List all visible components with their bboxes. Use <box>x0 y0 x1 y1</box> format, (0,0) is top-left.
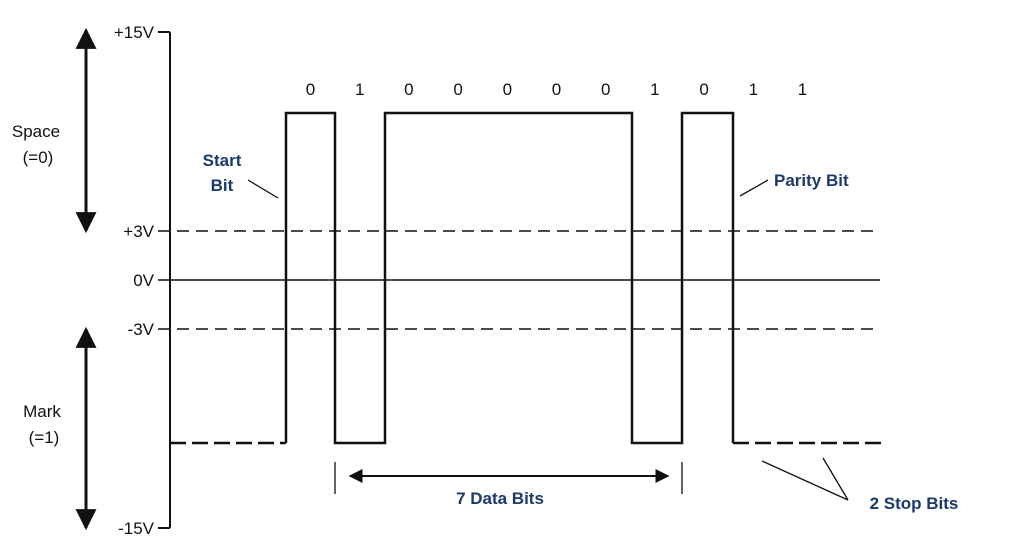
label-plus15: +15V <box>114 23 155 42</box>
start-bit-label: Start <box>203 151 242 170</box>
space-value-label: (=0) <box>23 148 54 167</box>
stop-bit-pointer-2 <box>822 457 849 501</box>
bit-label: 0 <box>601 80 610 99</box>
data-bits-label: 7 Data Bits <box>456 489 544 508</box>
bit-label: 0 <box>552 80 561 99</box>
start-bit-label-line2: Bit <box>211 176 234 195</box>
start-bit-pointer <box>247 179 279 199</box>
signal-waveform <box>284 111 735 445</box>
bit-label: 0 <box>453 80 462 99</box>
bit-label: 1 <box>650 80 659 99</box>
stop-bits-label: 2 Stop Bits <box>870 494 959 513</box>
bit-label: 0 <box>699 80 708 99</box>
bit-labels: 0 1 0 0 0 0 0 1 0 1 1 <box>306 80 807 99</box>
parity-bit-pointer <box>739 179 769 197</box>
mark-label: Mark <box>23 402 61 421</box>
label-minus3: -3V <box>128 320 155 339</box>
space-label: Space <box>12 122 60 141</box>
label-minus15: -15V <box>118 519 155 538</box>
bit-label: 0 <box>404 80 413 99</box>
bit-label: 0 <box>503 80 512 99</box>
label-plus3: +3V <box>123 222 154 241</box>
bit-label: 1 <box>749 80 758 99</box>
bit-label: 1 <box>355 80 364 99</box>
stop-bit-pointer-1 <box>761 460 849 501</box>
parity-bit-label: Parity Bit <box>774 171 849 190</box>
bit-label: 1 <box>798 80 807 99</box>
label-zero: 0V <box>133 271 154 290</box>
bit-label: 0 <box>306 80 315 99</box>
mark-value-label: (=1) <box>29 428 60 447</box>
